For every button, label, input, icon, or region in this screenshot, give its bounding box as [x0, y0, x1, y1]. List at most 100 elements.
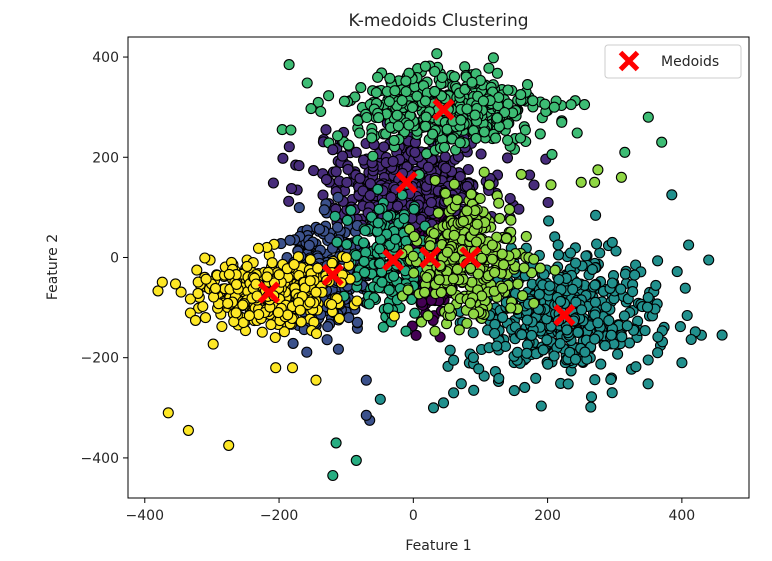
data-point-cluster-7 [199, 252, 211, 264]
data-point-cluster-5 [384, 72, 396, 84]
data-point-cluster-2 [318, 204, 330, 216]
data-point-cluster-7 [207, 338, 219, 350]
data-point-cluster-7 [256, 326, 268, 338]
data-point-cluster-2 [332, 221, 344, 233]
medoid-marker-7 [553, 303, 576, 327]
data-point-cluster-6 [505, 214, 517, 226]
data-point-cluster-5 [429, 65, 441, 78]
data-point-cluster-3 [627, 286, 639, 298]
data-point-cluster-4 [409, 307, 421, 319]
medoid-marker-6-stroke-b [257, 281, 281, 304]
data-point-cluster-5 [483, 62, 495, 74]
data-point-cluster-3 [374, 393, 386, 405]
data-point-cluster-2 [332, 191, 344, 203]
data-point-cluster-3 [541, 334, 553, 346]
data-point-cluster-3 [606, 277, 618, 289]
data-point-cluster-7 [241, 260, 253, 272]
data-point-cluster-6 [464, 297, 476, 309]
data-point-cluster-1 [354, 172, 366, 184]
data-point-cluster-3 [589, 374, 601, 386]
data-point-cluster-3 [530, 372, 542, 384]
data-point-cluster-5 [469, 109, 481, 121]
data-point-cluster-6 [443, 302, 455, 314]
data-point-cluster-7 [304, 296, 316, 308]
medoid-marker-5-stroke-b [459, 246, 482, 269]
legend-box [604, 44, 742, 79]
data-point-cluster-6 [428, 227, 440, 240]
data-point-cluster-5 [519, 124, 531, 136]
data-point-cluster-1 [392, 200, 404, 212]
data-point-cluster-6 [486, 239, 498, 251]
data-point-cluster-3 [564, 247, 577, 259]
data-point-cluster-7 [209, 282, 222, 294]
data-point-cluster-1 [462, 163, 474, 176]
data-point-cluster-1 [308, 165, 320, 177]
data-point-cluster-3 [580, 250, 592, 262]
data-point-cluster-6 [489, 266, 501, 279]
data-point-cluster-6 [500, 232, 512, 244]
data-point-cluster-6 [528, 297, 540, 309]
data-point-cluster-1 [454, 170, 466, 183]
data-point-cluster-5 [372, 71, 384, 83]
data-point-cluster-4 [359, 225, 371, 237]
data-point-cluster-3 [478, 370, 490, 382]
data-point-outlier [656, 136, 668, 148]
data-point-cluster-7 [282, 309, 294, 321]
data-point-cluster-6 [429, 325, 441, 337]
data-point-cluster-3 [589, 296, 601, 308]
data-point-cluster-7 [200, 273, 212, 285]
data-point-cluster-2 [284, 234, 296, 246]
data-point-cluster-2 [293, 202, 305, 214]
data-point-outlier [286, 362, 299, 374]
data-point-cluster-7 [310, 286, 322, 298]
data-point-cluster-3 [605, 329, 617, 341]
data-point-cluster-5 [400, 86, 412, 98]
data-point-cluster-6 [432, 207, 444, 219]
data-point-cluster-6 [402, 284, 414, 296]
medoid-marker-0 [432, 98, 455, 121]
data-point-outlier [360, 374, 372, 386]
data-point-outlier [565, 99, 577, 111]
data-point-cluster-6 [517, 290, 529, 302]
data-point-cluster-1 [283, 141, 295, 153]
data-point-cluster-2 [343, 312, 355, 324]
data-point-cluster-3 [603, 314, 615, 327]
data-point-cluster-3 [585, 401, 597, 413]
data-point-cluster-6 [534, 262, 546, 274]
data-point-cluster-3 [642, 354, 654, 366]
data-point-outlier [545, 179, 557, 191]
data-point-cluster-4 [358, 237, 370, 249]
data-point-outlier [515, 89, 527, 101]
data-point-cluster-3 [511, 346, 524, 358]
data-point-cluster-5 [454, 137, 466, 149]
data-point-cluster-2 [301, 346, 313, 358]
data-point-cluster-7 [326, 298, 338, 311]
data-point-cluster-7 [189, 314, 202, 326]
data-point-cluster-1 [330, 166, 342, 178]
data-point-cluster-7 [192, 287, 204, 299]
data-point-cluster-6 [424, 240, 436, 252]
medoid-marker-4 [418, 246, 442, 269]
data-point-cluster-7 [273, 269, 285, 281]
data-point-cluster-7 [237, 299, 249, 311]
data-point-cluster-6 [486, 253, 498, 265]
medoid-marker-5 [459, 246, 482, 269]
data-point-cluster-3 [535, 400, 547, 412]
data-point-cluster-5 [534, 128, 546, 140]
data-point-cluster-5 [546, 148, 558, 160]
medoid-marker-0-stroke-b [432, 98, 455, 121]
legend-medoid-marker [618, 50, 640, 72]
data-point-cluster-4 [359, 266, 371, 279]
data-point-cluster-3 [605, 373, 617, 386]
data-point-cluster-4 [341, 238, 353, 250]
data-point-cluster-7 [184, 293, 196, 305]
data-point-cluster-5 [323, 90, 335, 102]
data-point-cluster-1 [277, 152, 289, 164]
data-point-cluster-4 [382, 210, 394, 222]
data-point-cluster-3 [554, 337, 566, 349]
data-point-cluster-6 [461, 205, 473, 217]
data-point-outlier [320, 124, 332, 136]
data-point-cluster-3 [618, 310, 630, 322]
data-point-cluster-1 [528, 179, 540, 191]
data-point-cluster-7 [340, 252, 352, 264]
